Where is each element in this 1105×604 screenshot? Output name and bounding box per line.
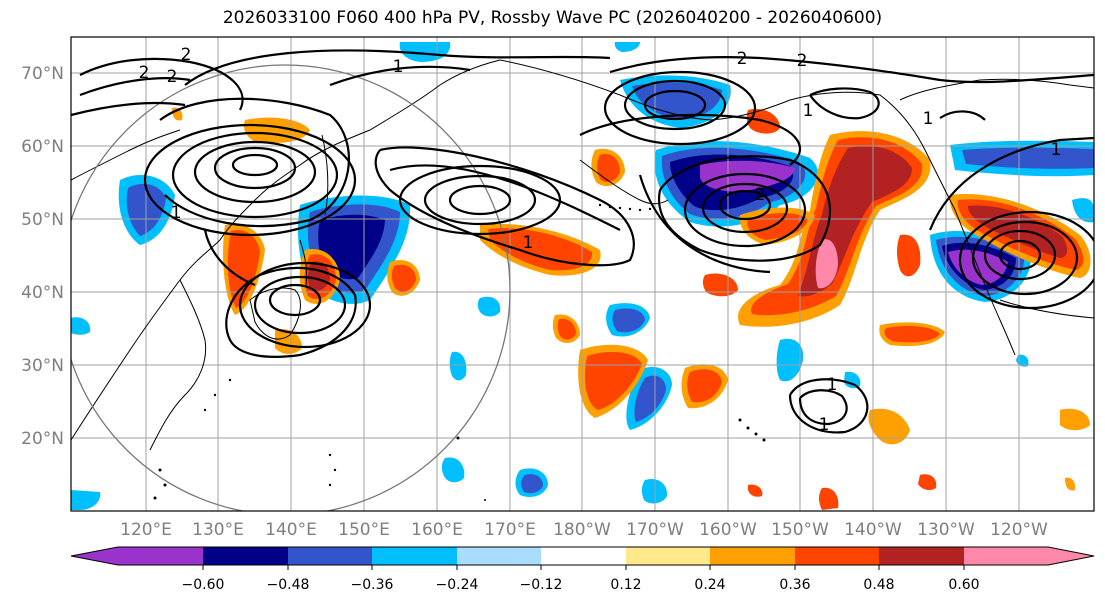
colorbar-swatch	[118, 547, 203, 565]
colorbar-swatch	[879, 547, 964, 565]
colorbar-label: −0.60	[182, 577, 225, 593]
colorbar-swatch	[541, 547, 626, 565]
colorbar-label: −0.36	[351, 577, 394, 593]
lon-label: 140°W	[844, 520, 902, 540]
map-border	[70, 36, 1095, 512]
lon-label: 170°W	[626, 520, 684, 540]
pv-contours	[71, 49, 1094, 434]
lon-label: 150°W	[771, 520, 829, 540]
colorbar-swatch	[203, 547, 288, 565]
contour-label: 1	[923, 109, 934, 129]
pv-shading	[71, 42, 1094, 510]
colorbar-label: −0.12	[520, 577, 563, 593]
colorbar-swatch	[457, 547, 541, 565]
lat-label: 40°N	[21, 283, 64, 303]
colorbar-swatch	[964, 547, 1048, 565]
contour-label: 2	[797, 51, 808, 71]
lat-axis: 70°N 60°N 50°N 40°N 30°N 20°N	[21, 64, 64, 449]
colorbar-ticks	[202, 565, 965, 570]
lat-label: 70°N	[21, 64, 64, 84]
lon-axis: 120°E 130°E 140°E 150°E 160°E 170°E 180°…	[120, 520, 1048, 540]
lon-label: 170°E	[484, 520, 536, 540]
map-title: 2026033100 F060 400 hPa PV, Rossby Wave …	[222, 8, 883, 28]
lat-label: 30°N	[21, 356, 64, 376]
colorbar-swatch	[288, 547, 372, 565]
colorbar-label: 0.24	[694, 577, 725, 593]
contour-label: 1	[827, 375, 838, 395]
lat-label: 20°N	[21, 429, 64, 449]
colorbar-extend-high	[1048, 547, 1094, 565]
lon-label: 130°W	[917, 520, 975, 540]
colorbar-swatch	[710, 547, 795, 565]
contour-label: 2	[737, 49, 748, 69]
contour-label: 2	[167, 67, 178, 87]
lon-label: 130°E	[192, 520, 244, 540]
lat-label: 60°N	[21, 137, 64, 157]
lon-label: 150°E	[338, 520, 390, 540]
contour-label: 1	[393, 57, 404, 77]
colorbar-swatch	[795, 547, 879, 565]
lon-label: 160°W	[699, 520, 757, 540]
colorbar-swatch	[626, 547, 710, 565]
colorbar-label: 0.12	[610, 577, 641, 593]
colorbar-label: −0.24	[436, 577, 479, 593]
lon-label: 140°E	[265, 520, 317, 540]
contour-label: 1	[803, 101, 814, 121]
contour-labels: 2 2 2 1 2 2 1 1 1 1 1 2 1 1	[139, 45, 1062, 435]
contour-label: 2	[755, 185, 766, 205]
lat-label: 50°N	[21, 210, 64, 230]
reference-circle	[71, 64, 511, 511]
islands	[153, 203, 766, 501]
colorbar-extend-low	[71, 547, 118, 565]
contour-label: 1	[819, 415, 830, 435]
contour-label: 1	[171, 203, 182, 223]
colorbar-label: 0.36	[779, 577, 810, 593]
contour-label: 2	[181, 45, 192, 65]
colorbar-label: 0.60	[948, 577, 979, 593]
colorbar: −0.60 −0.48 −0.36 −0.24 −0.12 0.12 0.24 …	[70, 546, 1095, 593]
colorbar-label: 0.48	[863, 577, 894, 593]
contour-label: 1	[523, 233, 534, 253]
contour-label: 2	[139, 63, 150, 83]
colorbar-swatch	[372, 547, 457, 565]
colorbar-outline	[70, 546, 1095, 566]
lon-label: 180°W	[553, 520, 611, 540]
lon-label: 160°E	[411, 520, 463, 540]
contour-label: 1	[1051, 140, 1062, 160]
colorbar-label: −0.48	[267, 577, 310, 593]
lon-label: 120°E	[120, 520, 172, 540]
lon-label: 120°W	[990, 520, 1048, 540]
